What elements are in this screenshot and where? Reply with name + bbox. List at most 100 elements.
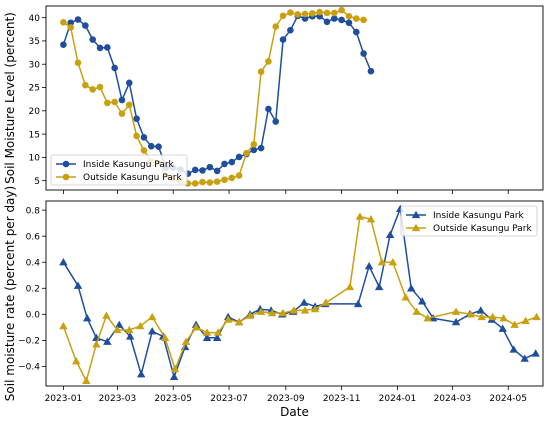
data-point [221, 160, 228, 168]
data-point [532, 312, 541, 321]
data-point [301, 15, 309, 22]
data-point [352, 15, 360, 22]
data-point [345, 282, 355, 291]
data-point [136, 321, 145, 330]
x-tick-label: 2023-05 [154, 394, 192, 404]
data-point [202, 328, 212, 336]
data-point [234, 317, 244, 326]
data-point [301, 10, 309, 18]
data-point [466, 310, 475, 318]
data-point [136, 370, 146, 378]
data-point [401, 293, 410, 301]
y-tick-label: 30 [29, 60, 41, 70]
data-point [360, 50, 367, 57]
series-line-inside [62, 14, 372, 175]
data-point [243, 149, 250, 157]
data-point [423, 314, 432, 322]
series-outside [59, 212, 541, 384]
data-point [388, 258, 398, 266]
x-tick-label: 2023-09 [267, 394, 305, 404]
data-point [345, 19, 353, 27]
data-point [417, 297, 427, 305]
data-point [126, 332, 135, 340]
data-point [72, 357, 81, 365]
data-point [111, 98, 118, 106]
plot-frame [45, 5, 544, 191]
data-point [521, 316, 530, 325]
data-point [59, 321, 68, 330]
plot-frame [45, 200, 544, 387]
x-tick-label: 2024-05 [489, 394, 527, 404]
x-tick-label: 2023-07 [210, 394, 248, 404]
data-point [228, 174, 236, 182]
y-tick-label: 5 [34, 177, 40, 187]
data-point [367, 67, 375, 75]
data-point [221, 176, 228, 184]
y-tick-label: 25 [29, 84, 40, 94]
data-point [355, 212, 365, 220]
legend-marker [62, 173, 70, 181]
x-tick-label: 2023-03 [99, 394, 137, 404]
data-point [331, 9, 338, 17]
data-point [385, 230, 395, 239]
x-tick-label: 2023-11 [323, 394, 361, 404]
data-point [140, 147, 148, 154]
y-tick-label: 20 [29, 107, 41, 117]
y-axis-title: Soil Moisture Level (percent) [3, 12, 17, 184]
data-point [82, 314, 92, 322]
data-point [74, 59, 82, 67]
data-point [125, 325, 134, 334]
top-panel-moisture-level: 5 10 15 20 25 30 35 40 Soil Moisture Level (perc… [3, 5, 544, 194]
y-tick-label: 35 [29, 37, 40, 47]
data-point [406, 284, 416, 292]
data-point [199, 178, 206, 186]
data-point [287, 9, 294, 16]
data-point [82, 376, 91, 384]
y-tick-label: 0.2 [26, 284, 40, 294]
series-line-outside [62, 215, 537, 383]
data-point [265, 58, 272, 65]
data-point [235, 172, 243, 179]
data-point [181, 337, 191, 345]
data-point [412, 307, 421, 315]
data-point [338, 6, 345, 14]
legend-marker [62, 160, 70, 168]
data-point [160, 333, 170, 341]
data-point [199, 167, 206, 174]
data-point [125, 79, 133, 87]
data-point [366, 215, 376, 223]
x-tick-label: 2024-01 [379, 394, 417, 404]
data-point [191, 166, 199, 174]
data-point [338, 16, 345, 24]
y-tick-label: 0.0 [26, 311, 41, 321]
data-point [321, 298, 331, 306]
data-point [299, 298, 309, 306]
data-point [118, 96, 126, 104]
data-point [147, 142, 155, 150]
data-point [353, 299, 363, 308]
data-point [103, 337, 112, 345]
data-point [118, 110, 126, 117]
data-point [331, 15, 338, 22]
data-point [67, 24, 75, 31]
data-point [279, 12, 287, 20]
data-point [60, 19, 67, 26]
x-tick-label: 2023-01 [45, 394, 83, 404]
data-point [111, 64, 118, 72]
data-point [133, 115, 140, 123]
legend-marker [411, 210, 421, 219]
data-point [213, 178, 221, 185]
data-point [96, 83, 104, 91]
y-tick-label: 10 [29, 154, 41, 164]
data-point [278, 308, 288, 317]
data-point [89, 36, 96, 43]
data-point [309, 10, 316, 17]
data-point [267, 308, 277, 317]
data-point [323, 9, 331, 17]
data-point [104, 99, 111, 107]
data-point [520, 354, 529, 362]
legend: Inside Kasungu Park Outside Kasungu Park [400, 205, 538, 237]
legend-box [50, 154, 188, 186]
y-tick-label: 0.6 [26, 232, 41, 242]
